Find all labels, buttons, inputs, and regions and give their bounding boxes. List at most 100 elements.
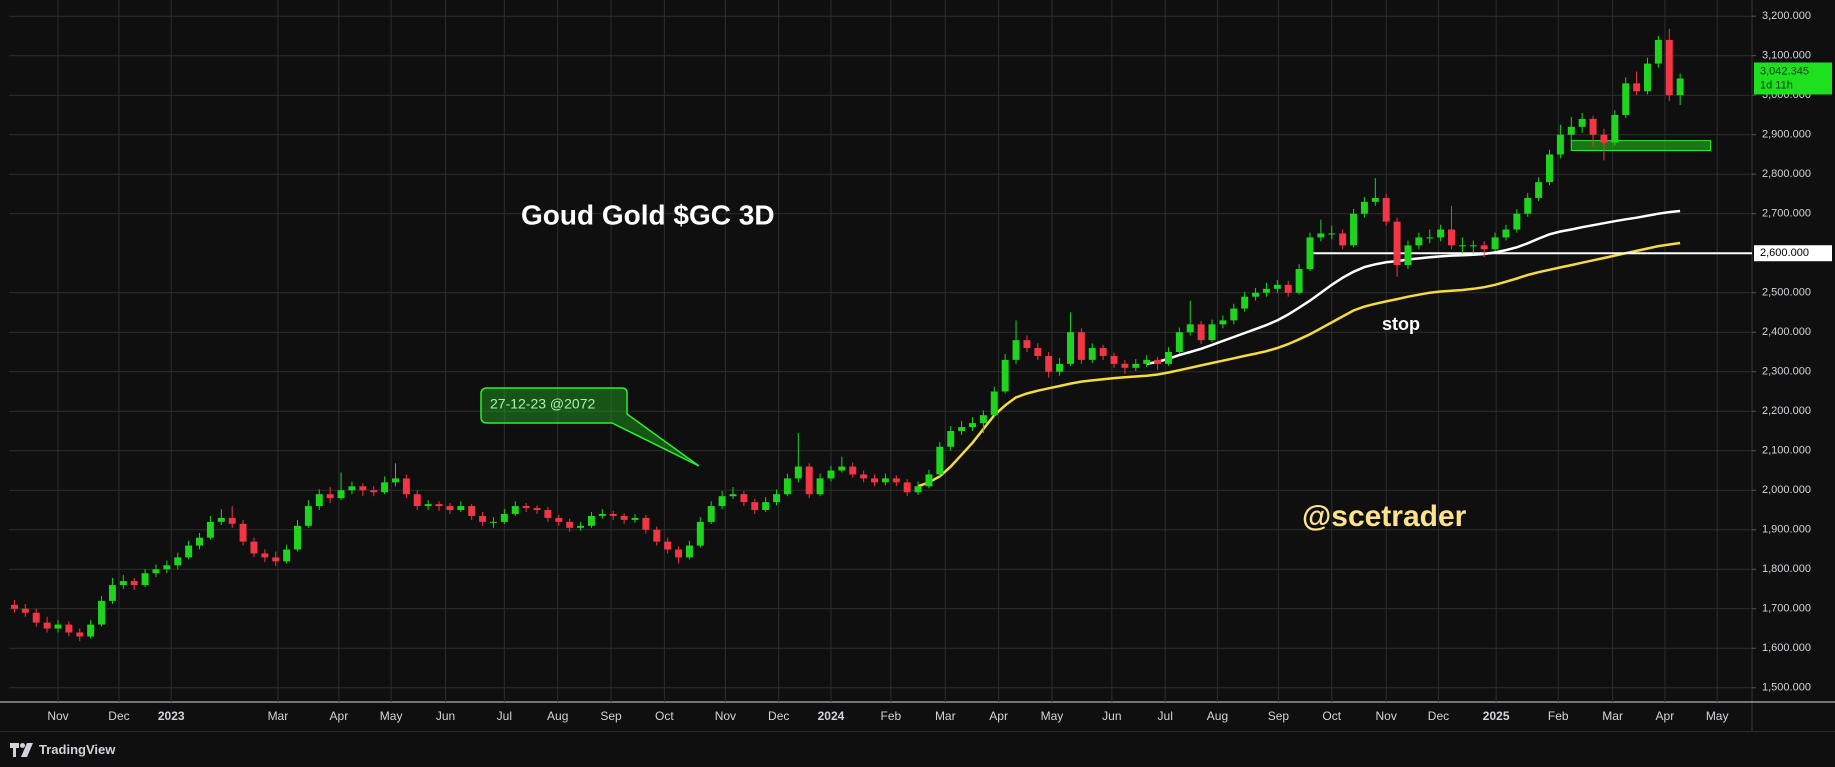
candle-body (1317, 233, 1325, 238)
candle-body (457, 506, 465, 511)
candle-body (1143, 359, 1151, 364)
x-tick-label: Mar (935, 709, 956, 723)
brand[interactable]: TradingView (39, 742, 116, 757)
x-tick-label: Oct (1322, 709, 1341, 723)
candle-body (1415, 237, 1423, 246)
x-tick-label: Feb (1548, 709, 1569, 723)
candle-body (642, 517, 650, 530)
candle-body (511, 506, 519, 514)
x-tick-label: Jun (1102, 709, 1121, 723)
candle-body (392, 478, 399, 483)
candle-body (348, 486, 356, 491)
candle-body (402, 478, 410, 495)
y-tick-label: 2,100.000 (1762, 445, 1811, 457)
candle-body (871, 478, 878, 483)
candle-body (631, 517, 639, 520)
candle-body (598, 513, 606, 516)
candle-body (696, 521, 704, 546)
candle-body (762, 502, 770, 511)
candle-body (1197, 324, 1205, 341)
candle-body (794, 466, 802, 479)
candle-body (1371, 197, 1379, 202)
candle-body (969, 423, 976, 428)
x-tick-label: Jun (436, 709, 455, 723)
callout-shape (480, 387, 700, 467)
candle-body (413, 494, 421, 507)
candle-body (1644, 63, 1651, 92)
candle-body (315, 494, 323, 507)
x-tick-label: Dec (1428, 709, 1449, 723)
callout-text: 27-12-23 @2072 (490, 396, 596, 412)
candle-body (1589, 118, 1597, 135)
candle-body (381, 482, 389, 493)
candle-body (1306, 237, 1314, 270)
candle-body (98, 600, 106, 625)
price-line-box (1754, 245, 1832, 262)
candle-body (1360, 201, 1368, 214)
x-tick-label: Jul (1158, 709, 1173, 723)
y-tick-label: 2,700.000 (1762, 208, 1811, 220)
candle-body (43, 622, 51, 629)
x-tick-label: Apr (1656, 709, 1675, 723)
candle-body (783, 478, 791, 495)
y-tick-label: 2,000.000 (1762, 484, 1811, 496)
candle-body (1567, 126, 1575, 135)
candle-body (326, 494, 334, 499)
countdown: 1d 11h (1760, 79, 1793, 91)
y-tick-label: 2,400.000 (1762, 326, 1811, 338)
candle-body (370, 490, 378, 493)
x-tick-label: Nov (47, 709, 68, 723)
y-tick-label: 1,800.000 (1762, 563, 1811, 575)
y-tick-label: 2,300.000 (1762, 366, 1811, 378)
x-tick-label: Oct (655, 709, 674, 723)
moving-average (917, 241, 1681, 488)
candle-body (1339, 233, 1347, 246)
candle-body (196, 537, 204, 546)
x-tick-label: Feb (880, 709, 901, 723)
y-tick-label: 1,500.000 (1762, 682, 1811, 694)
candle-body (108, 585, 116, 601)
candle-body (435, 504, 443, 507)
candle-body (1056, 363, 1064, 372)
x-tick-label: Nov (1376, 709, 1397, 723)
last-price-box (1754, 62, 1832, 95)
tradingview-logo[interactable] (10, 742, 34, 757)
candle-body (1219, 320, 1227, 325)
y-tick-label: 3,100.000 (1762, 50, 1811, 62)
x-tick-label: Aug (1207, 709, 1228, 723)
y-tick-label: 3,200.000 (1762, 10, 1811, 22)
candle-body (838, 466, 846, 471)
x-tick-label: 2023 (158, 709, 185, 723)
candle-body (21, 608, 29, 613)
candle-body (239, 523, 247, 542)
x-tick-label: Sep (600, 709, 622, 723)
candle-body (1502, 229, 1510, 238)
candle-body (1556, 134, 1564, 155)
candle-body (283, 549, 291, 562)
candle-body (54, 624, 62, 629)
candle-body (1437, 229, 1445, 238)
y-tick-label: 2,800.000 (1762, 168, 1811, 180)
candle-body (1328, 233, 1336, 235)
candle-body (544, 510, 552, 518)
candle-body (1295, 269, 1303, 293)
candle-body (816, 478, 824, 495)
x-tick-label: Sep (1268, 709, 1290, 723)
candle-body (294, 525, 301, 550)
candle-body (141, 573, 149, 586)
x-tick-label: Mar (268, 709, 289, 723)
candle-body (555, 517, 563, 522)
candle-body (751, 502, 759, 511)
x-tick-label: Jul (497, 709, 512, 723)
x-tick-label: Mar (1602, 709, 1623, 723)
candle-body (1622, 83, 1630, 115)
candle-body (1469, 245, 1477, 247)
candle-body (620, 515, 628, 520)
candle-body (261, 553, 269, 558)
y-tick-label: 2,900.000 (1762, 129, 1811, 141)
candle-body (1665, 39, 1673, 96)
moving-average (1146, 209, 1681, 366)
candle-body (707, 506, 715, 522)
candle-body (152, 569, 160, 574)
candle-body (468, 506, 476, 516)
